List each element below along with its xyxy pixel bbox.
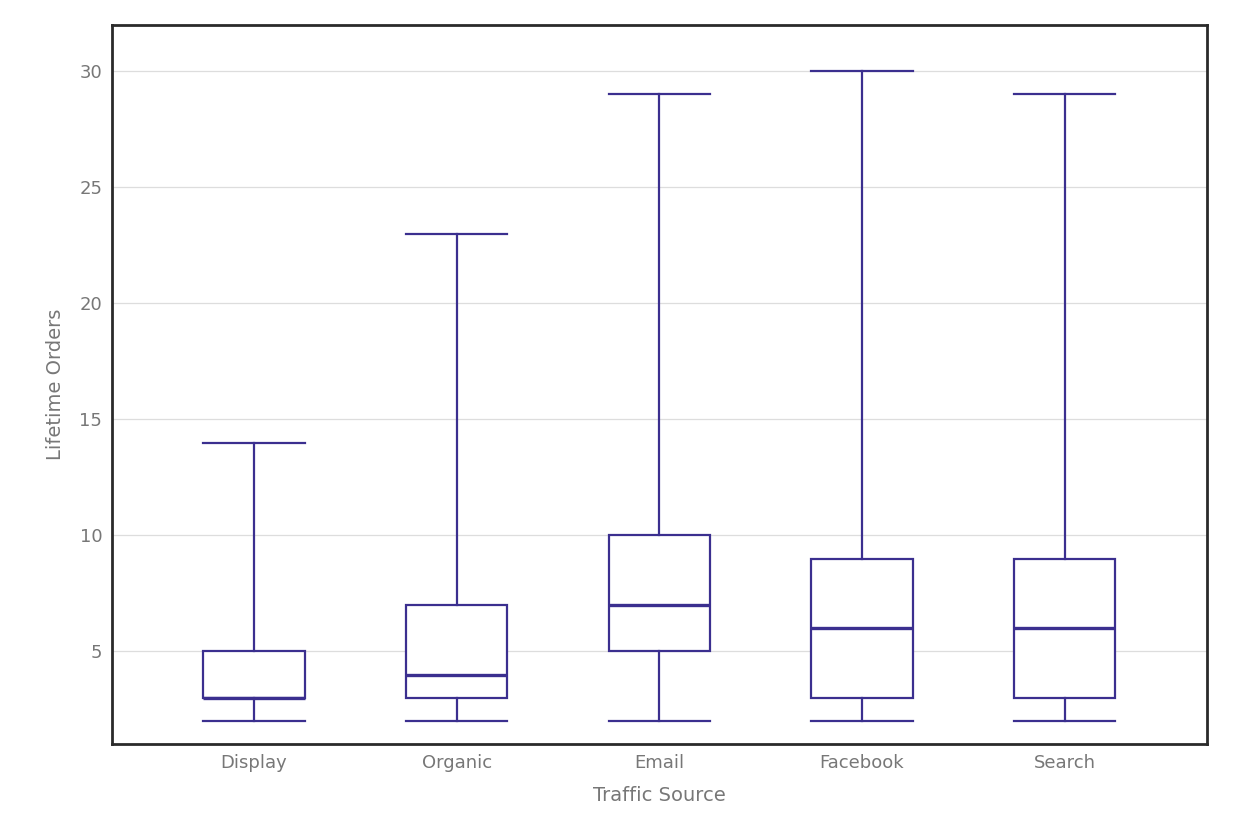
Bar — [1014, 558, 1116, 698]
Y-axis label: Lifetime Orders: Lifetime Orders — [46, 308, 66, 461]
X-axis label: Traffic Source: Traffic Source — [593, 786, 725, 805]
Bar — [203, 652, 305, 698]
Bar — [811, 558, 913, 698]
Bar — [406, 605, 508, 698]
Bar — [608, 535, 710, 652]
